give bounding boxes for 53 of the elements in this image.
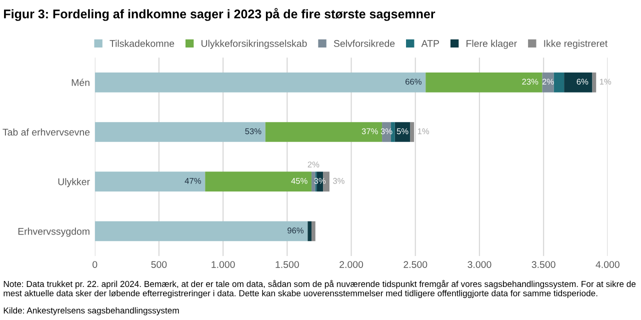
x-tick-label: 2.000: [340, 261, 364, 268]
x-tick-label: 500: [151, 261, 167, 268]
legend-label: Selvforsikrede: [334, 40, 395, 47]
annotation: 37%: [362, 128, 378, 134]
annotation: 3%: [332, 178, 344, 184]
x-tick-label: 3.500: [532, 261, 556, 268]
bar: [391, 122, 395, 142]
bar: [410, 122, 414, 142]
legend-label: Tilskadekomne: [110, 40, 174, 47]
annotation: 5%: [396, 128, 408, 134]
legend-label: Ikke registreret: [544, 40, 608, 49]
annotation: 1%: [418, 128, 430, 134]
bar: [94, 72, 426, 92]
legend-label: Flere klager: [466, 40, 517, 49]
bar: [205, 172, 312, 192]
annotation: 96%: [288, 228, 304, 234]
bar: [426, 72, 542, 92]
bar: [312, 221, 316, 242]
y-tick-label: Tab af erhvervsevne: [2, 128, 90, 136]
y-tick-label: Ulykker: [58, 178, 90, 188]
annotation: 1%: [600, 78, 612, 85]
annotation: 23%: [522, 78, 538, 85]
bar: [542, 72, 554, 92]
bar: [94, 172, 206, 192]
bar: [394, 122, 410, 142]
legend-label: ATP: [421, 40, 439, 47]
bar: [94, 122, 266, 142]
bar: [308, 221, 312, 242]
text: Note: Data trukket pr. 22. april 2024. Bemærk, at der er tale om data, sådan som de på nuværende tidspunkt fremgår af vores sagsbehandlingssystem. For at sikre de mest aktuelle data sker der løbende efterregistreringer i data. Dette kan skabe uoverensstemmelser med tidligere offentliggjorte data for samme tidsperiode.: [4, 280, 636, 298]
bar: [94, 221, 308, 242]
annotation: 53%: [245, 128, 262, 134]
x-tick-label: 1.000: [212, 261, 235, 268]
x-tick-label: 0: [92, 261, 98, 268]
annotation: 47%: [184, 178, 201, 184]
annotation: 66%: [406, 78, 422, 85]
bar: [312, 172, 316, 192]
y-tick-label: Erhvervssygdom: [18, 228, 90, 237]
x-tick-label: 3.000: [468, 261, 492, 268]
legend-label: Ulykkeforsikringsselskab: [202, 40, 307, 49]
annotation: 2%: [542, 78, 554, 85]
y-tick-label: Mén: [72, 78, 90, 86]
bar: [564, 72, 592, 92]
annotation: 2%: [308, 162, 320, 168]
chart-title: Figur 3: Fordeling af indkomne sager i 2023 på de fire største sagsemner: [4, 8, 436, 21]
x-tick-label: 4.000: [596, 261, 620, 268]
x-tick-label: 2.500: [404, 261, 428, 268]
annotation: 6%: [576, 78, 588, 85]
annotation: 45%: [291, 178, 308, 184]
bar: [592, 72, 596, 92]
text: Kilde: Ankestyrelsens sagsbehandlingssystem: [4, 307, 179, 316]
bar: [265, 122, 382, 142]
bar: [554, 72, 564, 92]
x-tick-label: 1.500: [276, 261, 299, 268]
